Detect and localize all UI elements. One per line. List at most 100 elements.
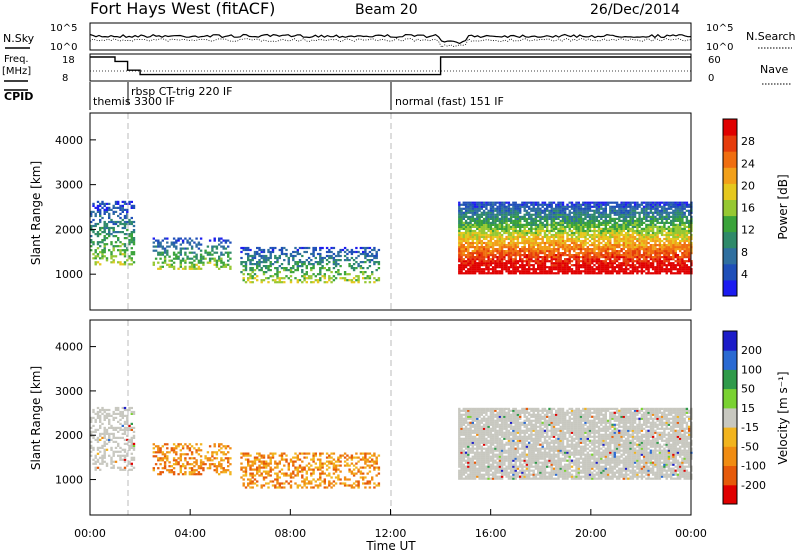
power-cell — [573, 248, 576, 251]
power-cell — [276, 269, 279, 272]
power-cell — [478, 266, 481, 269]
power-cell — [161, 253, 164, 256]
power-cell — [305, 259, 308, 262]
power-cell — [631, 252, 635, 255]
power-cell — [676, 213, 680, 216]
power-cell — [670, 266, 673, 269]
power-cell — [670, 250, 673, 253]
power-cell — [469, 209, 472, 212]
velocity-cell — [253, 474, 257, 477]
power-cell — [128, 241, 131, 244]
power-cell — [462, 223, 465, 226]
power-cell — [206, 261, 210, 264]
velocity-cell — [161, 467, 164, 470]
power-cell — [651, 235, 655, 239]
power-cell — [103, 220, 106, 224]
power-cell — [195, 237, 198, 240]
power-cell — [467, 223, 470, 226]
power-cell — [688, 248, 691, 251]
velocity-cell — [278, 462, 281, 465]
power-cell — [471, 270, 474, 273]
power-cell — [332, 259, 336, 262]
power-cell — [568, 227, 571, 230]
power-cell — [597, 211, 601, 214]
power-cell — [244, 267, 248, 270]
power-cell — [568, 239, 571, 243]
power-cell — [105, 224, 109, 228]
power-cell — [631, 221, 635, 224]
power-cell — [528, 229, 531, 233]
power-cell — [532, 254, 535, 257]
velocity-cell — [287, 462, 290, 465]
power-cell — [480, 219, 483, 222]
power-cell — [654, 233, 657, 237]
power-cell — [564, 227, 567, 230]
power-cell — [197, 259, 201, 262]
power-cell — [575, 235, 578, 239]
power-cell — [473, 207, 477, 210]
power-cell — [561, 225, 565, 228]
power-cell — [537, 231, 540, 235]
power-cell — [509, 219, 513, 222]
power-cell — [654, 270, 657, 273]
power-cell — [670, 241, 673, 245]
power-cell — [629, 264, 632, 267]
power-cell — [305, 250, 308, 254]
power-cell — [330, 246, 333, 250]
power-cell — [512, 223, 515, 226]
power-cell — [564, 250, 567, 253]
velocity-cell — [276, 476, 279, 479]
power-cell — [633, 254, 637, 257]
power-cell — [312, 248, 315, 252]
power-cell — [494, 264, 497, 267]
velocity-cell — [157, 467, 160, 470]
power-cell — [564, 246, 567, 249]
velocity-cell — [227, 469, 230, 472]
velocity-cell — [117, 442, 120, 445]
velocity-cell — [108, 434, 111, 437]
power-cell — [557, 266, 560, 269]
power-cell — [181, 247, 185, 250]
power-cell — [489, 272, 493, 275]
power-cell — [521, 246, 524, 249]
power-cell — [629, 266, 632, 269]
power-cell — [559, 225, 562, 228]
power-cell — [665, 217, 668, 220]
power-cell — [523, 252, 526, 255]
power-cell — [674, 211, 677, 214]
velocity-cell — [287, 468, 290, 471]
power-cell — [600, 235, 603, 239]
power-cell — [530, 227, 533, 230]
power-cell — [579, 241, 583, 245]
power-cell — [519, 256, 522, 259]
power-cell — [654, 237, 657, 241]
power-cell — [253, 250, 257, 254]
power-cell — [539, 217, 542, 220]
velocity-cell — [101, 454, 104, 457]
power-cell — [588, 256, 592, 259]
power-cell — [130, 204, 133, 207]
power-cell — [577, 244, 580, 247]
power-cell — [503, 266, 506, 269]
velocity-cell — [218, 473, 221, 476]
power-cell — [586, 211, 589, 214]
velocity-cell — [193, 457, 196, 460]
power-cell — [525, 256, 529, 259]
power-cell — [548, 256, 551, 259]
power-cell — [119, 204, 122, 207]
power-cell — [110, 261, 113, 264]
power-cell — [559, 221, 562, 224]
power-cell — [130, 239, 133, 242]
power-cell — [462, 248, 465, 251]
power-cell — [505, 213, 508, 216]
power-cell — [591, 233, 594, 237]
power-cell — [543, 213, 547, 216]
power-cell — [368, 281, 372, 284]
power-cell — [494, 221, 497, 224]
velocity-cell — [166, 457, 169, 460]
power-cell — [202, 261, 205, 264]
power-cell — [519, 229, 522, 233]
velocity-cell — [159, 449, 162, 452]
power-cell — [595, 219, 598, 222]
power-cell — [512, 235, 515, 239]
